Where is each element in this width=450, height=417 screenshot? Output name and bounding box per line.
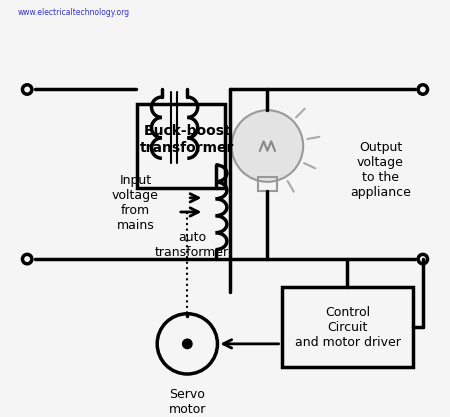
Text: auto
transformer: auto transformer <box>155 231 229 259</box>
Text: Input
voltage
from
mains: Input voltage from mains <box>112 173 159 231</box>
Text: Buck-boost
transformer: Buck-boost transformer <box>140 124 234 155</box>
Circle shape <box>232 110 303 182</box>
Circle shape <box>183 339 192 349</box>
Text: Control
Circuit
and motor driver: Control Circuit and motor driver <box>295 306 400 349</box>
Bar <box>282 287 414 367</box>
Text: www.electricaltechnology.org: www.electricaltechnology.org <box>18 8 130 17</box>
Bar <box>258 177 277 191</box>
Text: Output
voltage
to the
appliance: Output voltage to the appliance <box>350 141 411 198</box>
Bar <box>137 104 225 188</box>
Text: Servo
motor: Servo motor <box>169 388 206 416</box>
